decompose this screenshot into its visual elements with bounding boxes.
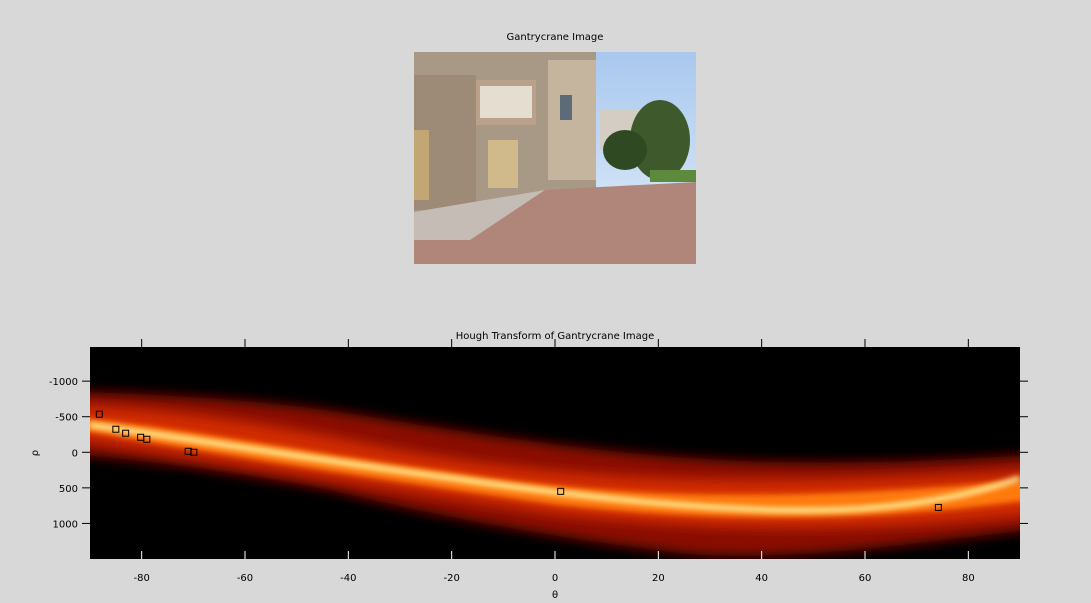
- x-tick-label: 20: [652, 573, 665, 584]
- x-tick-label: 60: [859, 573, 872, 584]
- y-tick-label: -500: [55, 413, 78, 424]
- y-tick-label: 1000: [53, 519, 78, 530]
- x-tick-label: -40: [340, 573, 356, 584]
- photo: [414, 52, 696, 264]
- x-tick-label: -80: [133, 573, 149, 584]
- x-tick-label: 0: [552, 573, 558, 584]
- y-axis-label: ρ: [30, 450, 41, 456]
- x-tick-label: -20: [443, 573, 459, 584]
- x-tick-label: 40: [755, 573, 768, 584]
- image-title: Gantrycrane Image: [507, 32, 604, 43]
- y-tick-label: 500: [59, 484, 78, 495]
- x-tick-label: 80: [962, 573, 975, 584]
- y-tick-label: -1000: [49, 377, 78, 388]
- y-tick-label: 0: [72, 448, 78, 459]
- x-tick-label: -60: [237, 573, 253, 584]
- figure: Gantrycrane Image Hough Transform of Gan…: [0, 0, 1091, 603]
- x-axis-label: θ: [552, 590, 558, 601]
